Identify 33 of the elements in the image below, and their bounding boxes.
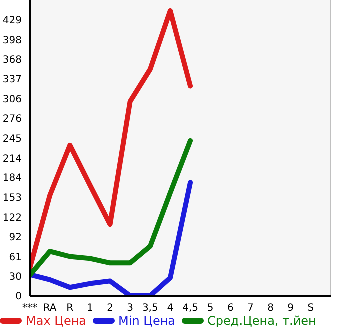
y-tick-label: 429 [2,16,22,26]
x-tick-label: RA [43,303,57,314]
y-tick-label: 245 [2,134,22,145]
y-tick-label: 153 [2,193,22,204]
x-tick-label: 3,5 [142,303,158,314]
y-tick-label: 61 [9,252,22,264]
y-tick-label: 398 [2,35,22,46]
y-tick-label: 184 [2,173,22,184]
x-tick-label: S [308,303,314,314]
x-tick-label: 3 [127,303,134,314]
legend-label: Max Цена [25,314,87,328]
y-tick-label: 214 [2,154,22,165]
y-tick-label: 306 [2,94,22,106]
x-tick-label: 1 [87,303,94,314]
x-tick-label: 6 [227,303,234,314]
y-tick-label: 122 [2,213,22,224]
x-tick-label: 5 [207,303,214,314]
x-tick-label: 4,5 [182,303,198,314]
y-tick-label: 92 [9,232,22,244]
legend-label: Min Цена [118,314,176,328]
x-tick-label: 4 [167,303,174,314]
y-tick-label: 368 [2,54,22,66]
y-tick-label: 276 [2,114,22,125]
x-tick-label: R [66,303,74,314]
x-tick-label: *** [22,303,38,314]
x-tick-label: 9 [288,303,294,314]
x-tick-label: 8 [268,303,274,314]
x-tick-label: 7 [248,303,254,314]
y-tick-label: 30 [9,272,22,284]
legend-label: Сред.Цена, т.йен [206,314,316,328]
y-tick-label: 0 [16,292,22,303]
x-tick-label: 2 [107,303,114,314]
y-tick-label: 337 [2,74,22,86]
